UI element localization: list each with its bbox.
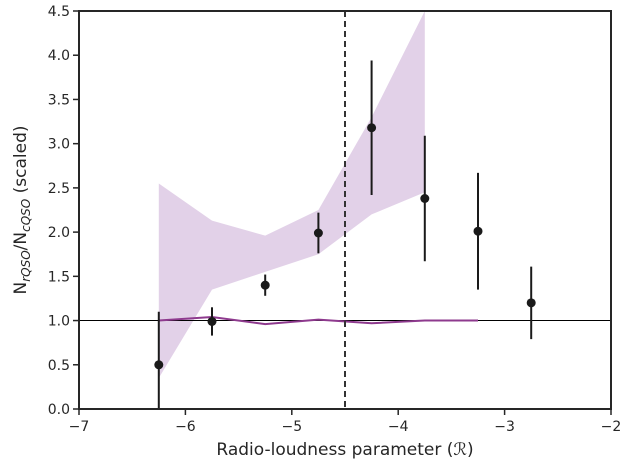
data-point-2 — [207, 316, 217, 326]
data-point-3 — [260, 280, 270, 290]
y-tick-label-5: 2.0 — [48, 225, 70, 241]
y-tick-label-10: 4.5 — [48, 4, 70, 20]
x-tick-label-1: −7 — [69, 419, 90, 435]
data-point-8 — [526, 298, 536, 308]
y-label-mid: /N — [11, 232, 31, 250]
data-point-6 — [420, 194, 430, 204]
x-tick-label-4: −4 — [388, 419, 409, 435]
y-label-tail: (scaled) — [11, 126, 31, 199]
y-tick-label-7: 3.0 — [48, 137, 70, 153]
data-point-1 — [154, 360, 164, 370]
y-label-main: N — [11, 282, 31, 295]
y-tick-label-4: 1.5 — [48, 269, 70, 285]
y-tick-label-9: 4.0 — [48, 48, 70, 64]
y-tick-label-1: 0.0 — [48, 402, 70, 418]
x-tick-label-2: −6 — [175, 419, 196, 435]
y-tick-label-2: 0.5 — [48, 358, 70, 374]
x-tick-label-5: −3 — [494, 419, 515, 435]
x-axis-label: Radio-loudness parameter (ℛ) — [216, 440, 473, 460]
data-point-5 — [367, 123, 377, 133]
x-tick-label-3: −5 — [281, 419, 302, 435]
axes: −7 −6 −5 −4 −3 −2 0.0 0.5 1.0 1.5 2.0 2.5 3.0 3.5 4.0 4… — [48, 4, 622, 435]
x-tick-label-6: −2 — [601, 419, 622, 435]
plot-area — [79, 11, 611, 409]
y-tick-label-3: 1.0 — [48, 314, 70, 330]
y-tick-label-8: 3.5 — [48, 92, 70, 108]
y-label-sub1: rQSO — [19, 250, 33, 281]
axes-frame — [78, 10, 612, 410]
y-label-sub2: cQSO — [19, 199, 33, 232]
data-point-4 — [313, 228, 323, 238]
data-point-7 — [473, 226, 483, 236]
y-tick-label-6: 2.5 — [48, 181, 70, 197]
y-axis-label: NrQSO/NcQSO (scaled) — [11, 126, 33, 295]
